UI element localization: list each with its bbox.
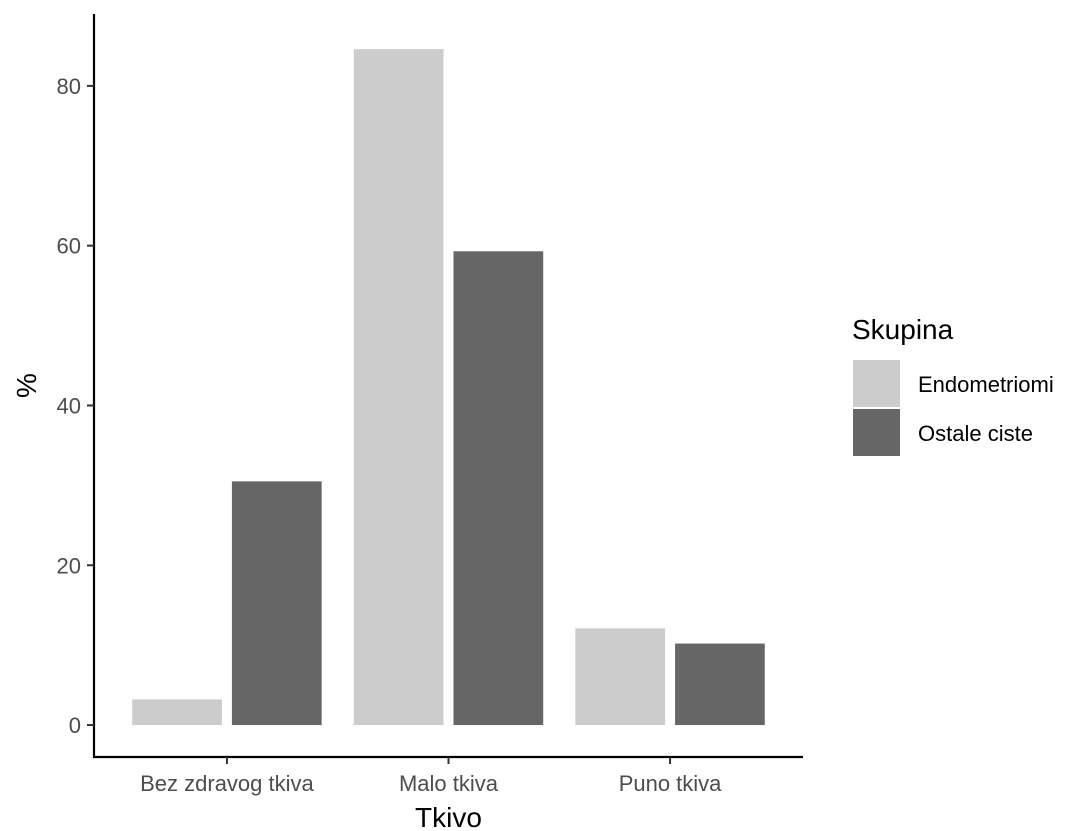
bar-endometriomi-bez-zdravog-tkiva	[132, 699, 222, 726]
y-ticks: 0 20 40 60 80	[57, 74, 94, 738]
legend-key-endometriomi	[853, 360, 900, 407]
x-tick-label-puno-tkiva: Puno tkiva	[619, 771, 722, 796]
legend-items: Endometriomi Ostale ciste	[853, 360, 1054, 456]
bar-ostale-ciste-malo-tkiva	[453, 251, 544, 726]
x-tick-label-malo-tkiva: Malo tkiva	[399, 771, 499, 796]
y-tick-label: 60	[57, 234, 81, 259]
legend-title: Skupina	[852, 314, 954, 345]
legend-label-ostale-ciste: Ostale ciste	[918, 421, 1033, 446]
bar-ostale-ciste-puno-tkiva	[675, 643, 765, 726]
bars-layer	[132, 49, 765, 726]
y-tick-label: 0	[69, 713, 81, 738]
x-tick-label-bez-zdravog-tkiva: Bez zdravog tkiva	[140, 771, 314, 796]
y-tick-label: 80	[57, 74, 81, 99]
legend-key-ostale-ciste	[853, 409, 900, 456]
legend: Skupina Endometriomi Ostale ciste	[852, 314, 1054, 456]
y-tick-label: 20	[57, 553, 81, 578]
x-axis-title: Tkivo	[415, 802, 482, 831]
x-ticks: Bez zdravog tkiva Malo tkiva Puno tkiva	[140, 757, 722, 796]
bar-endometriomi-malo-tkiva	[353, 49, 444, 726]
legend-label-endometriomi: Endometriomi	[918, 372, 1054, 397]
bar-ostale-ciste-bez-zdravog-tkiva	[231, 481, 322, 726]
y-axis-title: %	[11, 373, 42, 398]
bar-endometriomi-puno-tkiva	[575, 628, 666, 726]
y-tick-label: 40	[57, 393, 81, 418]
